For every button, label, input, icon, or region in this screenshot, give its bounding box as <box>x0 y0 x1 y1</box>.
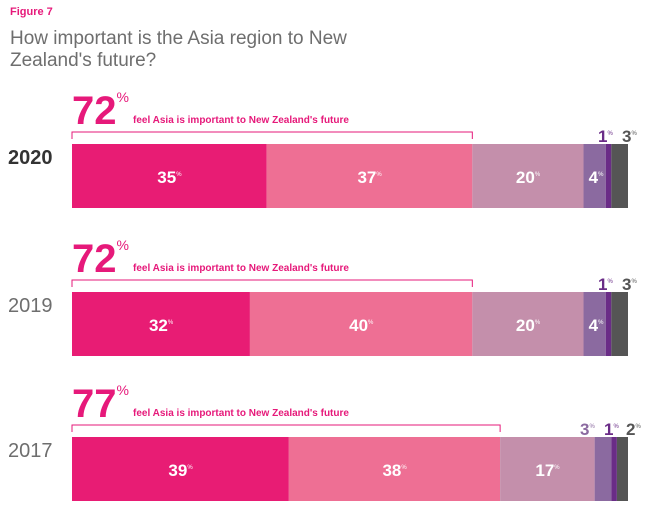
headline-value-2017: 77% <box>72 382 129 426</box>
bar-segment-2017-4 <box>594 437 612 501</box>
data-label-2019-3: 20% <box>516 316 541 335</box>
data-label-2020-6: 3% <box>622 127 637 146</box>
data-label-2019-6: 3% <box>622 275 637 294</box>
headline-text-2019: feel Asia is important to New Zealand's … <box>133 263 349 274</box>
data-label-2019-5: 1% <box>598 275 613 294</box>
bar-segment-2019-6 <box>611 292 628 356</box>
bar-segment-2017-1 <box>72 437 289 501</box>
headline-text-2020: feel Asia is important to New Zealand's … <box>133 115 349 126</box>
data-label-2019-1: 32% <box>149 316 174 335</box>
bar-segment-2020-4 <box>583 144 606 208</box>
chart-title: How important is the Asia region to New … <box>10 28 347 71</box>
headline-text-2017: feel Asia is important to New Zealand's … <box>133 408 349 419</box>
data-label-2020-2: 37% <box>357 168 382 187</box>
data-label-2020-5: 1% <box>598 127 613 146</box>
figure-label: Figure 7 <box>10 6 53 18</box>
data-label-2020-3: 20% <box>516 168 541 187</box>
important-bracket-2020 <box>71 131 473 139</box>
data-label-2017-1: 39% <box>168 461 193 480</box>
bar-segment-2017-2 <box>288 437 501 501</box>
headline-value-2019: 72% <box>72 237 129 281</box>
bar-segment-2019-3 <box>472 292 584 356</box>
bar-segment-2020-6 <box>611 144 628 208</box>
bar-segment-2020-5 <box>605 144 612 208</box>
bar-segment-2019-1 <box>72 292 250 356</box>
bar-segment-2019-5 <box>605 292 612 356</box>
data-label-2019-2: 40% <box>349 316 374 335</box>
data-label-2017-5: 1% <box>604 420 619 439</box>
year-label-2020: 2020 <box>8 147 53 169</box>
bar-segment-2017-5 <box>611 437 617 501</box>
bar-segment-2017-3 <box>500 437 595 501</box>
year-label-2019: 2019 <box>8 295 53 317</box>
bar-segment-2019-2 <box>249 292 473 356</box>
year-label-2017: 2017 <box>8 440 53 462</box>
data-label-2017-2: 38% <box>382 461 407 480</box>
data-label-2017-4: 3% <box>580 420 595 439</box>
headline-value-2020: 72% <box>72 89 129 133</box>
bar-segment-2017-6 <box>616 437 628 501</box>
data-label-2017-3: 17% <box>535 461 560 480</box>
important-bracket-2017 <box>71 424 501 432</box>
important-bracket-2019 <box>71 279 473 287</box>
bar-segment-2019-4 <box>583 292 606 356</box>
bar-segment-2020-1 <box>72 144 267 208</box>
bar-segment-2020-3 <box>472 144 584 208</box>
bar-segment-2020-2 <box>266 144 473 208</box>
data-label-2020-1: 35% <box>157 168 182 187</box>
data-label-2017-6: 2% <box>626 420 641 439</box>
